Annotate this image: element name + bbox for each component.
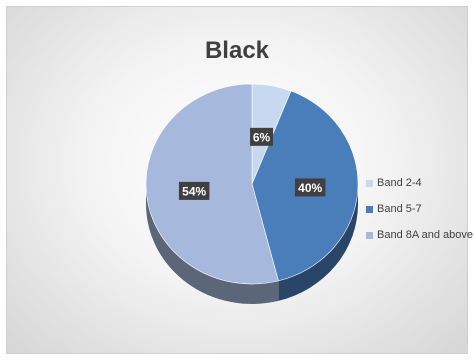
legend-item-band-5-7: Band 5-7	[366, 202, 474, 216]
legend-label: Band 2-4	[377, 177, 422, 189]
slice-side-band-8a-and-above	[146, 184, 279, 304]
legend-item-band-2-4: Band 2-4	[366, 176, 474, 190]
data-label-band-8a-and-above: 54%	[178, 181, 210, 200]
data-label-box	[250, 127, 274, 146]
legend-swatch	[366, 179, 373, 187]
legend-label: Band 8A and above	[377, 229, 474, 241]
legend-item-band-8a-and-above: Band 8A and above	[366, 228, 474, 242]
legend-swatch	[366, 231, 373, 239]
data-label-text: 40%	[298, 181, 322, 195]
data-label-band-5-7: 40%	[294, 178, 326, 197]
legend-label: Band 5-7	[377, 203, 422, 215]
legend-swatch	[366, 205, 373, 213]
pie-slice-band-8a-and-above	[145, 83, 279, 285]
data-label-text: 54%	[182, 184, 206, 198]
slice-side-band-5-7	[278, 184, 358, 301]
data-label-box	[178, 181, 210, 200]
chart-title: Black	[204, 37, 270, 64]
data-label-band-2-4: 6%	[250, 127, 274, 146]
data-label-text: 6%	[253, 130, 271, 144]
legend: Band 2-4 Band 5-7 Band 8A and above	[366, 176, 474, 254]
data-label-box	[294, 178, 326, 197]
